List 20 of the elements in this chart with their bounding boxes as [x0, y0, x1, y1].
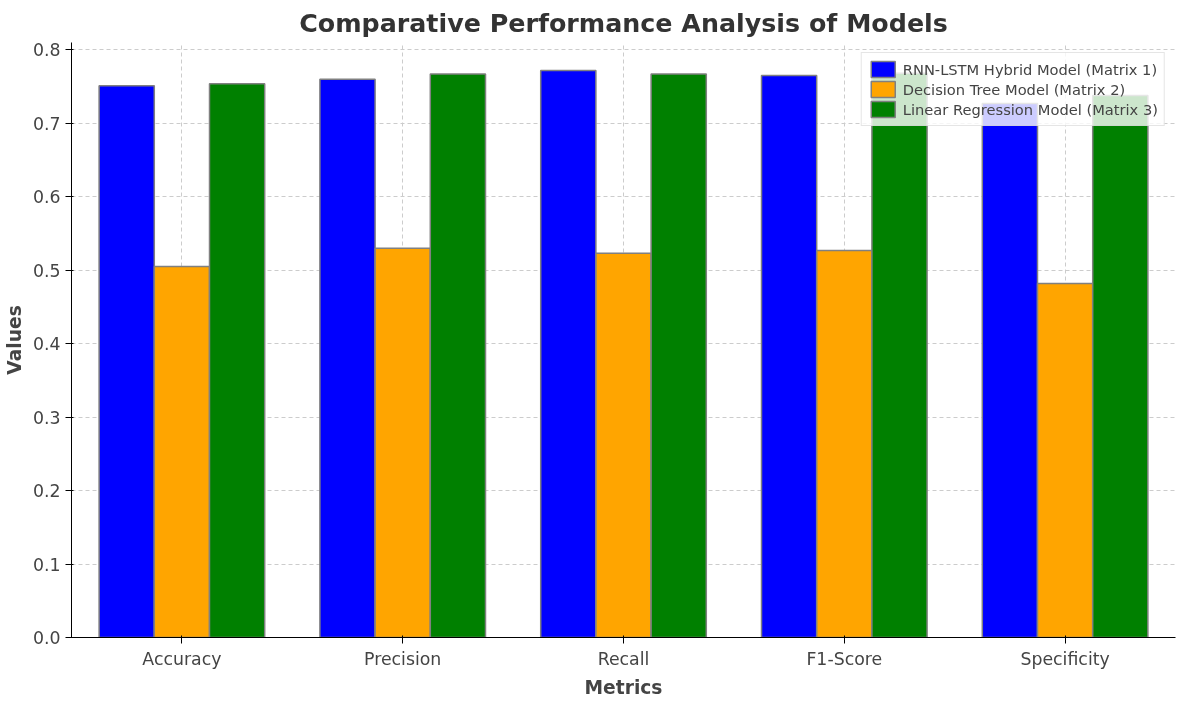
x-tick-label: Specificity	[1020, 648, 1110, 669]
y-tick-label: 0.7	[32, 113, 61, 134]
legend-label: Linear Regression Model (Matrix 3)	[902, 100, 1158, 118]
y-tick-label: 0.3	[32, 407, 61, 428]
y-tick-label: 0.5	[32, 260, 61, 281]
chart-title: Comparative Performance Analysis of Models	[299, 7, 948, 38]
y-axis-title: Values	[3, 305, 25, 375]
legend-label: Decision Tree Model (Matrix 2)	[902, 80, 1126, 98]
x-tick-label: Recall	[597, 648, 650, 669]
y-tick-label: 0.1	[32, 554, 61, 575]
y-tick-label: 0.2	[32, 481, 61, 502]
x-axis-title: Metrics	[584, 676, 663, 698]
x-tick-label: Precision	[364, 648, 442, 669]
y-tick-label: 0.4	[32, 334, 61, 355]
y-tick-label: 0.8	[32, 40, 61, 61]
x-tick-label: Accuracy	[142, 648, 222, 669]
legend-label: RNN-LSTM Hybrid Model (Matrix 1)	[902, 60, 1158, 78]
x-tick-label: F1-Score	[806, 648, 883, 669]
y-tick-label: 0.6	[32, 187, 61, 208]
y-tick-label: 0.0	[32, 628, 61, 648]
